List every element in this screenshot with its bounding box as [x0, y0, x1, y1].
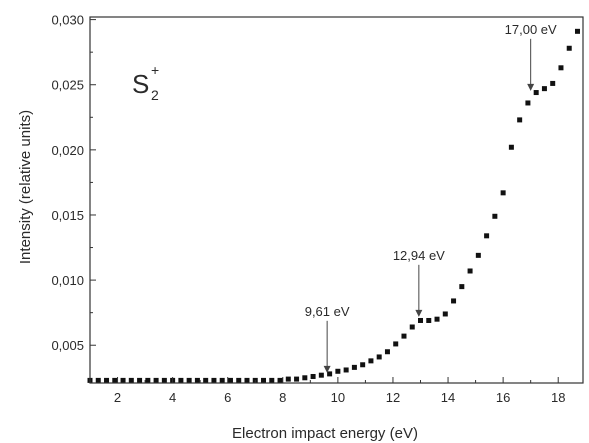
data-point — [435, 317, 440, 322]
species-label-subscript: 2 — [151, 87, 159, 103]
plot-frame — [90, 17, 583, 383]
data-point — [335, 369, 340, 374]
data-point — [244, 378, 249, 383]
data-point — [137, 378, 142, 383]
data-points — [88, 29, 580, 383]
y-tick-label: 0,015 — [51, 208, 84, 223]
data-point — [327, 371, 332, 376]
data-point — [352, 365, 357, 370]
y-tick-label: 0,010 — [51, 273, 84, 288]
data-point — [236, 378, 241, 383]
data-point — [542, 86, 547, 91]
x-tick-label: 18 — [551, 390, 565, 405]
data-point — [558, 65, 563, 70]
data-point — [220, 378, 225, 383]
data-point — [575, 29, 580, 34]
data-point — [418, 318, 423, 323]
data-point — [534, 90, 539, 95]
data-point — [319, 373, 324, 378]
data-point — [459, 284, 464, 289]
data-point — [426, 318, 431, 323]
data-point — [178, 378, 183, 383]
x-tick-label: 8 — [279, 390, 286, 405]
data-point — [525, 100, 530, 105]
species-label-superscript: + — [151, 62, 159, 78]
data-point — [203, 378, 208, 383]
data-point — [269, 378, 274, 383]
data-point — [195, 378, 200, 383]
y-axis-title: Intensity (relative units) — [17, 110, 34, 264]
data-point — [187, 378, 192, 383]
y-tick-label: 0,030 — [51, 13, 84, 28]
data-point — [401, 334, 406, 339]
data-point — [311, 374, 316, 379]
data-point — [112, 378, 117, 383]
annotation-arrowhead — [415, 310, 422, 317]
data-point — [368, 358, 373, 363]
data-point — [228, 378, 233, 383]
species-label: S + 2 — [132, 62, 159, 103]
data-point — [492, 214, 497, 219]
data-point — [377, 354, 382, 359]
data-point — [211, 378, 216, 383]
data-point — [96, 378, 101, 383]
data-point — [129, 378, 134, 383]
annotation-arrowhead — [527, 84, 534, 91]
data-point — [517, 117, 522, 122]
data-point — [393, 341, 398, 346]
data-point — [344, 367, 349, 372]
data-point — [550, 81, 555, 86]
data-point — [286, 377, 291, 382]
annotation-label: 12,94 eV — [393, 248, 445, 263]
data-point — [104, 378, 109, 383]
data-point — [410, 324, 415, 329]
x-tick-label: 2 — [114, 390, 121, 405]
x-tick-label: 4 — [169, 390, 176, 405]
x-tick-label: 12 — [386, 390, 400, 405]
annotation-label: 9,61 eV — [305, 304, 350, 319]
x-tick-label: 10 — [331, 390, 345, 405]
data-point — [162, 378, 167, 383]
x-axis-title: Electron impact energy (eV) — [232, 425, 418, 442]
data-point — [476, 253, 481, 258]
data-point — [451, 298, 456, 303]
x-tick-label: 16 — [496, 390, 510, 405]
data-point — [501, 190, 506, 195]
data-point — [360, 362, 365, 367]
data-point — [261, 378, 266, 383]
data-point — [145, 378, 150, 383]
x-tick-label: 14 — [441, 390, 455, 405]
data-point — [154, 378, 159, 383]
data-point — [294, 377, 299, 382]
data-point — [509, 145, 514, 150]
data-point — [567, 46, 572, 51]
x-tick-label: 6 — [224, 390, 231, 405]
data-point — [385, 349, 390, 354]
species-label-base: S — [132, 69, 149, 99]
y-tick-label: 0,005 — [51, 338, 84, 353]
data-point — [468, 268, 473, 273]
data-point — [278, 378, 283, 383]
data-point — [443, 311, 448, 316]
data-point — [121, 378, 126, 383]
annotation-label: 17,00 eV — [505, 22, 557, 37]
y-tick-label: 0,025 — [51, 78, 84, 93]
data-point — [484, 233, 489, 238]
y-tick-label: 0,020 — [51, 143, 84, 158]
data-point — [302, 375, 307, 380]
